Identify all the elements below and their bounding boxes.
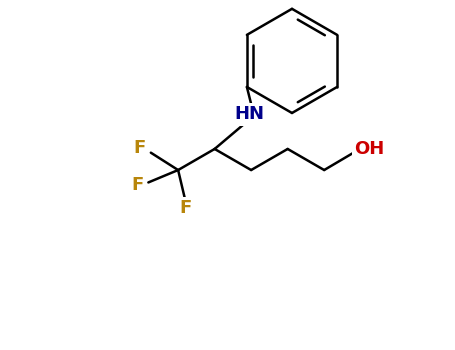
Text: HN: HN: [234, 105, 264, 123]
Text: OH: OH: [354, 140, 385, 158]
Text: F: F: [131, 176, 144, 194]
Text: F: F: [179, 199, 192, 217]
Text: F: F: [134, 139, 146, 157]
